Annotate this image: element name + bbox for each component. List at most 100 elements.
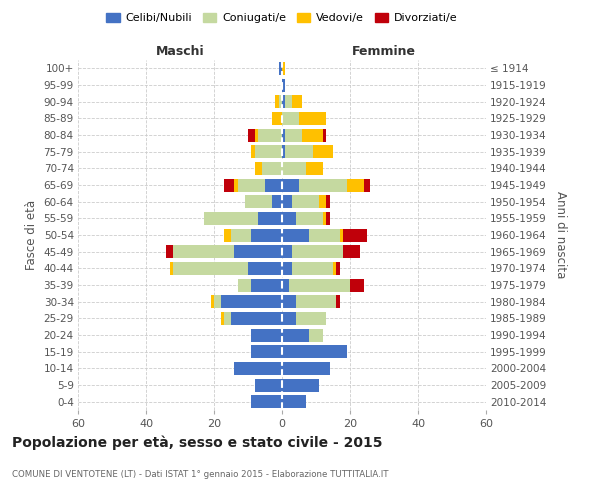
Bar — [255, 128, 258, 141]
Legend: Celibi/Nubili, Coniugati/e, Vedovi/e, Divorziati/e: Celibi/Nubili, Coniugati/e, Vedovi/e, Di… — [102, 8, 462, 28]
Bar — [350, 278, 364, 291]
Bar — [282, 212, 296, 225]
Bar — [173, 245, 235, 258]
Bar — [282, 278, 289, 291]
Bar — [282, 378, 319, 392]
Bar — [204, 212, 258, 225]
Bar — [248, 262, 282, 275]
Bar — [248, 128, 255, 141]
Bar — [282, 195, 292, 208]
Bar — [292, 195, 319, 208]
Bar — [221, 295, 282, 308]
Text: COMUNE DI VENTOTENE (LT) - Dati ISTAT 1° gennaio 2015 - Elaborazione TUTTITALIA.: COMUNE DI VENTOTENE (LT) - Dati ISTAT 1°… — [12, 470, 389, 479]
Bar — [235, 178, 238, 192]
Bar — [251, 145, 255, 158]
Bar — [347, 178, 364, 192]
Bar — [278, 95, 282, 108]
Bar — [286, 145, 313, 158]
Bar — [258, 212, 282, 225]
Bar — [299, 112, 326, 125]
Bar — [282, 262, 292, 275]
Bar — [282, 95, 286, 108]
Bar — [282, 78, 286, 92]
Bar — [319, 195, 326, 208]
Bar — [245, 195, 272, 208]
Bar — [282, 178, 299, 192]
Bar — [166, 245, 173, 258]
Bar — [224, 178, 235, 192]
Bar — [282, 362, 329, 375]
Bar — [265, 178, 282, 192]
Bar — [337, 262, 340, 275]
Bar — [364, 178, 370, 192]
Bar — [238, 278, 251, 291]
Bar — [292, 245, 343, 258]
Text: Popolazione per età, sesso e stato civile - 2015: Popolazione per età, sesso e stato civil… — [12, 435, 383, 450]
Bar — [278, 62, 282, 75]
Bar — [211, 295, 214, 308]
Bar — [173, 262, 248, 275]
Bar — [292, 262, 333, 275]
Bar — [282, 295, 296, 308]
Bar — [337, 295, 340, 308]
Y-axis label: Anni di nascita: Anni di nascita — [554, 192, 567, 278]
Bar — [224, 228, 231, 241]
Bar — [262, 162, 282, 175]
Bar — [296, 295, 337, 308]
Bar — [251, 328, 282, 342]
Bar — [309, 328, 323, 342]
Bar — [289, 278, 350, 291]
Bar — [251, 278, 282, 291]
Bar — [296, 312, 326, 325]
Bar — [282, 62, 286, 75]
Bar — [272, 112, 282, 125]
Bar — [309, 228, 340, 241]
Bar — [326, 195, 329, 208]
Bar — [221, 312, 224, 325]
Bar — [170, 262, 173, 275]
Bar — [251, 395, 282, 408]
Bar — [296, 212, 323, 225]
Bar — [340, 228, 343, 241]
Bar — [235, 245, 282, 258]
Bar — [282, 395, 306, 408]
Bar — [238, 178, 265, 192]
Bar — [272, 195, 282, 208]
Bar — [292, 95, 302, 108]
Bar — [282, 345, 347, 358]
Y-axis label: Fasce di età: Fasce di età — [25, 200, 38, 270]
Bar — [282, 162, 306, 175]
Bar — [302, 128, 323, 141]
Bar — [282, 328, 309, 342]
Bar — [286, 128, 302, 141]
Bar — [251, 345, 282, 358]
Bar — [214, 295, 221, 308]
Bar — [258, 128, 282, 141]
Bar — [282, 145, 286, 158]
Bar — [299, 178, 347, 192]
Bar — [282, 112, 299, 125]
Bar — [286, 95, 292, 108]
Bar — [282, 245, 292, 258]
Text: Femmine: Femmine — [352, 44, 416, 58]
Bar — [231, 312, 282, 325]
Bar — [323, 212, 326, 225]
Bar — [224, 312, 231, 325]
Bar — [282, 128, 286, 141]
Bar — [231, 228, 251, 241]
Bar — [282, 312, 296, 325]
Bar — [255, 145, 282, 158]
Bar — [306, 162, 323, 175]
Bar — [323, 128, 326, 141]
Bar — [333, 262, 337, 275]
Bar — [282, 228, 309, 241]
Bar — [343, 245, 360, 258]
Bar — [343, 228, 367, 241]
Bar — [235, 362, 282, 375]
Bar — [255, 378, 282, 392]
Bar — [251, 228, 282, 241]
Bar — [275, 95, 278, 108]
Bar — [326, 212, 329, 225]
Bar — [313, 145, 333, 158]
Text: Maschi: Maschi — [155, 44, 205, 58]
